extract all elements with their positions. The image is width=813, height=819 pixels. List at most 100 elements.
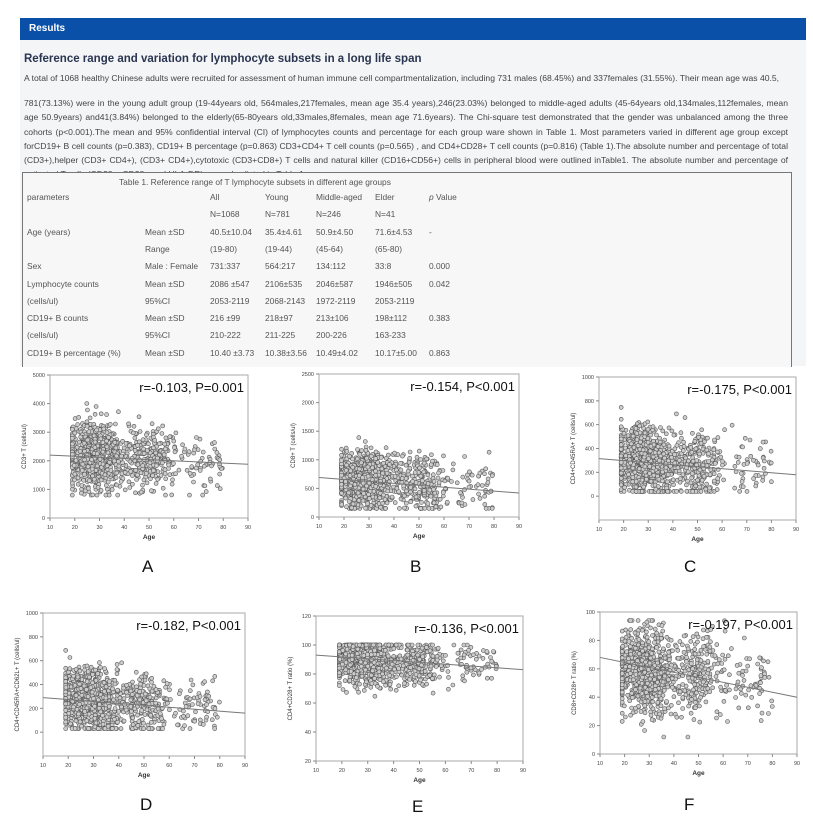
x-tick-label: 50 xyxy=(146,525,152,531)
table-cell: 0.000 xyxy=(429,261,450,272)
table-cell: CD19+ B counts xyxy=(27,313,89,324)
table-cell: 2106±535 xyxy=(265,278,303,289)
table-cell: (45-64) xyxy=(316,243,343,254)
table-cell: (cells/ul) xyxy=(27,295,59,306)
table-cell: 2086 ±547 xyxy=(210,278,250,289)
y-tick-label: 4000 xyxy=(33,402,45,408)
table-cell: 95%CI xyxy=(145,295,171,306)
data-point xyxy=(116,409,121,415)
results-header-label: Results xyxy=(29,23,66,34)
table-cell: 213±106 xyxy=(316,313,349,324)
table-cell: Male : Female xyxy=(145,261,199,272)
data-point xyxy=(93,404,99,409)
table-cell: 10.40 ±3.73 xyxy=(210,347,255,358)
data-point xyxy=(132,435,138,441)
table-cell: 35.4±4.61 xyxy=(265,226,303,237)
table-cell: 10.49±4.02 xyxy=(316,347,358,358)
table-cell: Mean ±SD xyxy=(145,313,185,324)
table-cell: Mean ±SD xyxy=(145,278,185,289)
data-point xyxy=(127,485,133,490)
data-point xyxy=(176,467,182,473)
table-cell: p Value xyxy=(429,192,457,202)
x-axis-label: Age xyxy=(143,534,156,541)
data-point xyxy=(171,438,177,444)
table-cell: 564:217 xyxy=(265,261,296,272)
table-cell: Age (years) xyxy=(27,226,71,237)
data-point xyxy=(138,470,144,476)
paragraph: A total of 1068 healthy Chinese adults w… xyxy=(24,73,780,83)
data-point xyxy=(214,450,220,455)
table-cell: 198±112 xyxy=(375,313,407,324)
data-point xyxy=(140,482,145,488)
y-tick-label: 2000 xyxy=(33,459,45,465)
data-point xyxy=(141,477,147,483)
data-point xyxy=(159,431,165,436)
x-tick-label: 30 xyxy=(96,525,102,531)
table-cell: 211-225 xyxy=(265,330,296,341)
table-cell: N=1068 xyxy=(210,209,240,220)
x-tick-label: 70 xyxy=(195,525,201,531)
table-cell: Young xyxy=(265,192,289,202)
table-cell: (19-80) xyxy=(210,243,237,254)
data-point xyxy=(126,479,132,485)
table-cell: 2053-2119 xyxy=(210,295,250,306)
data-point xyxy=(131,423,137,429)
x-tick-label: 20 xyxy=(72,525,78,531)
data-point xyxy=(149,421,155,427)
table-cell: 2053-2119 xyxy=(375,295,415,306)
table-cell: 10.17±5.00 xyxy=(375,347,417,358)
table-cell: 218±97 xyxy=(265,313,293,324)
table-cell: 0.383 xyxy=(429,313,450,324)
table-cell: 71.6±4.53 xyxy=(375,226,413,237)
table-cell: 210-222 xyxy=(210,330,241,341)
table-cell: Range xyxy=(145,243,170,254)
data-point xyxy=(75,422,80,427)
y-tick-label: 1000 xyxy=(33,487,45,493)
table-cell: (19-44) xyxy=(265,243,292,254)
data-point xyxy=(153,481,159,486)
data-point xyxy=(92,411,98,417)
table-cell: 95%CI xyxy=(145,330,171,341)
data-point xyxy=(184,467,190,473)
x-tick-label: 60 xyxy=(171,525,177,531)
table-cell: N=246 xyxy=(316,209,341,220)
table-cell: 0.863 xyxy=(429,347,450,358)
x-tick-label: 10 xyxy=(47,525,53,531)
table-cell: parameters xyxy=(27,192,70,202)
section-title: Reference range and variation for lympho… xyxy=(24,53,422,65)
table-cell: 2046±587 xyxy=(316,278,354,289)
table-cell: (cells/ul) xyxy=(27,330,59,341)
table-cell: 40.5±10.04 xyxy=(210,226,252,237)
data-point xyxy=(114,470,120,476)
table-cell: CD19+ B percentage (%) xyxy=(27,347,121,358)
data-point xyxy=(160,485,166,491)
data-point xyxy=(203,489,209,494)
table-cell: Mean ±SD xyxy=(145,226,185,237)
x-tick-label: 90 xyxy=(245,525,251,531)
table-cell: 0.042 xyxy=(429,278,450,289)
results-header: Results xyxy=(20,18,806,40)
table-cell: 216 ±99 xyxy=(210,313,241,324)
table-cell: Elder xyxy=(375,192,395,202)
table-cell: All xyxy=(210,192,220,202)
table-cell: 2068-2143 xyxy=(265,295,306,306)
data-point xyxy=(84,401,90,406)
data-point xyxy=(163,492,168,498)
reference-range-table: Table 1. Reference range of T lymphocyte… xyxy=(22,172,792,367)
y-axis-label: CD3+ T (cells/ul) xyxy=(22,424,28,469)
x-tick-label: 40 xyxy=(121,525,127,531)
table-cell: 200-226 xyxy=(316,330,347,341)
data-point xyxy=(217,471,222,477)
table-cell: (65-80) xyxy=(375,243,402,254)
table-cell: Mean ±SD xyxy=(145,347,185,358)
y-tick-label: 0 xyxy=(42,516,45,522)
table-cell: 1972-2119 xyxy=(316,295,356,306)
table-cell: Lymphocyte counts xyxy=(27,278,99,289)
table-cell: N=41 xyxy=(375,209,396,220)
table-cell: - xyxy=(429,226,432,237)
table-cell: 10.38±3.56 xyxy=(265,347,307,358)
data-point xyxy=(137,429,143,434)
table-cell: 33:8 xyxy=(375,261,392,272)
table-cell: 1946±505 xyxy=(375,278,413,289)
